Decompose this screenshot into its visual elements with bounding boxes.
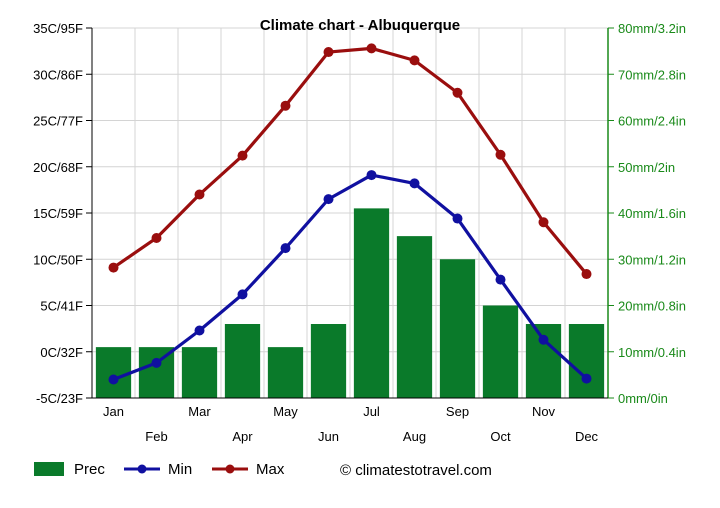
precip-bar-may <box>267 347 304 398</box>
y-tick-label-right: 30mm/1.2in <box>618 252 686 267</box>
precip-bar-jun <box>310 324 347 398</box>
y-tick-label-left: 25C/77F <box>33 114 83 129</box>
max-temp-point-may <box>280 100 291 111</box>
min-temp-line <box>112 173 588 381</box>
x-tick-label-mar: Mar <box>188 404 211 419</box>
y-tick-label-right: 10mm/0.4in <box>618 345 686 360</box>
chart-title: Climate chart - Albuquerque <box>260 17 460 34</box>
legend-marker-min <box>137 464 147 474</box>
max-temp-point-apr <box>237 150 248 161</box>
min-temp-point-jan <box>108 374 119 385</box>
y-tick-label-left: 15C/59F <box>33 206 83 221</box>
x-tick-label-jul: Jul <box>363 404 380 419</box>
legend-label-prec: Prec <box>74 461 105 478</box>
y-tick-label-right: 50mm/2in <box>618 160 675 175</box>
x-tick-label-jan: Jan <box>103 404 124 419</box>
x-tick-label-nov: Nov <box>532 404 556 419</box>
legend-label-min: Min <box>168 461 192 478</box>
x-tick-label-dec: Dec <box>575 429 599 444</box>
max-temp-point-feb <box>151 232 162 243</box>
x-tick-label-aug: Aug <box>403 429 426 444</box>
site-credit: © climatestotravel.com <box>340 462 492 479</box>
x-tick-label-jun: Jun <box>318 429 339 444</box>
min-temp-point-oct <box>495 274 506 285</box>
max-temp-point-nov <box>538 217 549 228</box>
max-temp-point-aug <box>409 55 420 66</box>
precip-bar-jul <box>353 208 390 398</box>
precip-bar-aug <box>396 236 433 398</box>
y-tick-label-left: 30C/86F <box>33 67 83 82</box>
y-tick-label-left: 35C/95F <box>33 21 83 36</box>
precip-bar-oct <box>482 305 519 398</box>
y-tick-label-right: 40mm/1.6in <box>618 206 686 221</box>
max-temp-point-sep <box>452 87 463 98</box>
max-temp-point-mar <box>194 189 205 200</box>
min-temp-point-mar <box>194 325 205 336</box>
precip-bar-sep <box>439 259 476 398</box>
max-temp-point-jan <box>108 262 119 273</box>
y-tick-label-right: 0mm/0in <box>618 391 668 406</box>
precip-bar-apr <box>224 324 261 398</box>
max-temp-line <box>112 46 588 276</box>
y-tick-label-right: 70mm/2.8in <box>618 67 686 82</box>
legend-marker-max <box>225 464 235 474</box>
x-tick-label-feb: Feb <box>145 429 167 444</box>
precip-bar-mar <box>181 347 218 398</box>
min-temp-point-feb <box>151 357 162 368</box>
max-temp-point-jul <box>366 43 377 54</box>
min-temp-point-jul <box>366 170 377 181</box>
min-temp-point-jun <box>323 194 334 205</box>
precip-bar-jan <box>95 347 132 398</box>
legend-label-max: Max <box>256 461 285 478</box>
max-temp-point-oct <box>495 149 506 160</box>
y-tick-label-right: 60mm/2.4in <box>618 114 686 129</box>
y-tick-label-left: 10C/50F <box>33 252 83 267</box>
min-temp-point-apr <box>237 289 248 300</box>
y-tick-label-left: 20C/68F <box>33 160 83 175</box>
y-tick-label-left: -5C/23F <box>36 391 83 406</box>
max-temp-point-dec <box>581 269 592 280</box>
x-tick-label-sep: Sep <box>446 404 469 419</box>
y-tick-label-left: 5C/41F <box>40 299 83 314</box>
min-temp-point-aug <box>409 178 420 189</box>
y-tick-label-right: 80mm/3.2in <box>618 21 686 36</box>
min-temp-point-nov <box>538 334 549 345</box>
min-temp-point-dec <box>581 373 592 384</box>
x-tick-label-may: May <box>273 404 298 419</box>
min-temp-point-may <box>280 243 291 254</box>
min-temp-point-sep <box>452 213 463 224</box>
y-tick-label-right: 20mm/0.8in <box>618 299 686 314</box>
legend-swatch-prec <box>34 462 64 476</box>
y-tick-label-left: 0C/32F <box>40 345 83 360</box>
x-tick-label-oct: Oct <box>490 429 511 444</box>
max-temp-point-jun <box>323 47 334 58</box>
x-tick-label-apr: Apr <box>232 429 253 444</box>
precip-bar-dec <box>568 324 605 398</box>
